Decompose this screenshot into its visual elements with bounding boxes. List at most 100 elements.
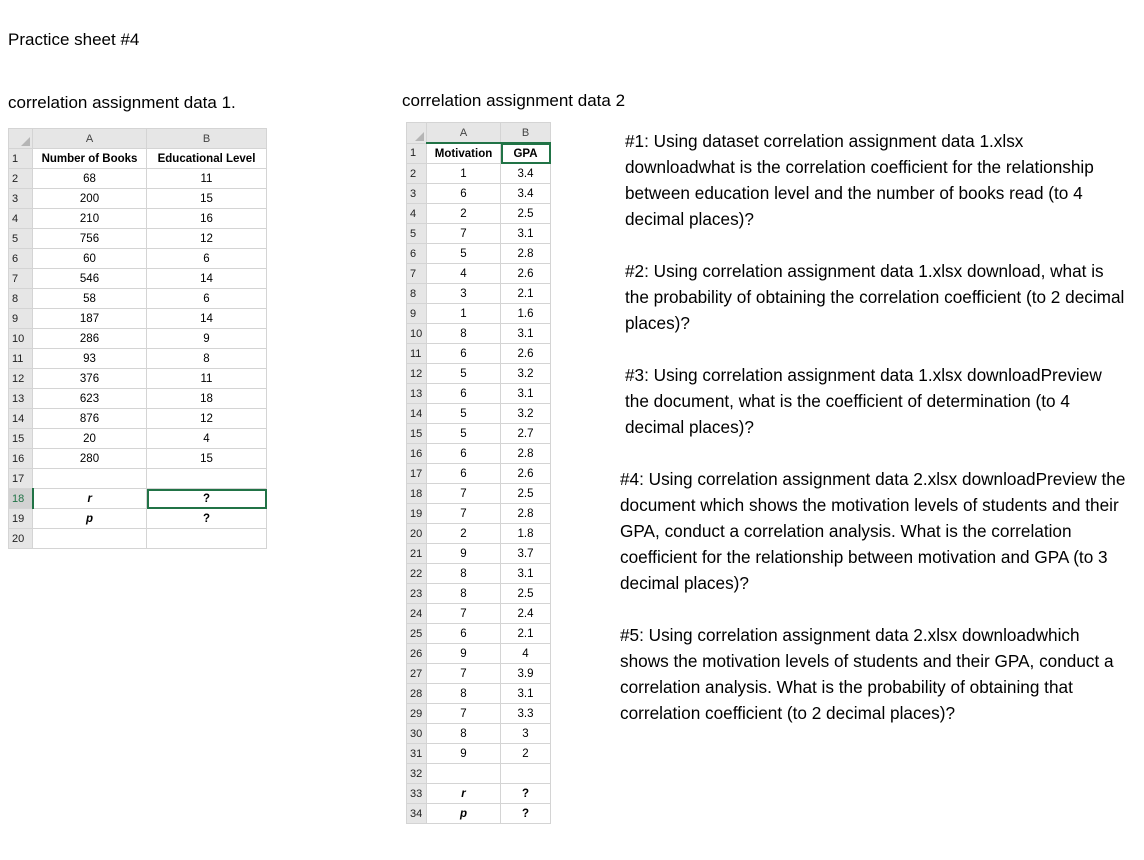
column-header-a[interactable]: A (32, 128, 147, 149)
cell-a[interactable]: 546 (32, 268, 147, 289)
cell-b[interactable]: 3.2 (500, 363, 551, 384)
column-header-b[interactable]: B (146, 128, 267, 149)
cell-b[interactable]: 2.6 (500, 463, 551, 484)
row-number[interactable]: 11 (8, 348, 33, 369)
cell-a[interactable]: 6 (426, 623, 501, 644)
cell-b[interactable]: 16 (146, 208, 267, 229)
cell-b[interactable]: 15 (146, 188, 267, 209)
row-number[interactable]: 15 (8, 428, 33, 449)
row-number[interactable]: 33 (406, 783, 427, 804)
cell-a[interactable]: 1 (426, 303, 501, 324)
cell-b[interactable]: 2.6 (500, 263, 551, 284)
cell-a[interactable]: 2 (426, 203, 501, 224)
cell-a[interactable]: 7 (426, 503, 501, 524)
cell-b[interactable]: 3.1 (500, 683, 551, 704)
row-number[interactable]: 1 (8, 148, 33, 169)
cell-a[interactable]: 187 (32, 308, 147, 329)
cell-b[interactable]: 3.1 (500, 563, 551, 584)
cell-a[interactable]: 93 (32, 348, 147, 369)
row-number[interactable]: 3 (8, 188, 33, 209)
cell-b[interactable]: 9 (146, 328, 267, 349)
row-number[interactable]: 14 (406, 403, 427, 424)
cell-b[interactable]: 1.6 (500, 303, 551, 324)
cell-a[interactable]: 8 (426, 323, 501, 344)
cell-b[interactable]: 11 (146, 368, 267, 389)
row-number[interactable]: 7 (406, 263, 427, 284)
row-number[interactable]: 10 (8, 328, 33, 349)
cell-a[interactable]: 7 (426, 223, 501, 244)
row-number[interactable]: 23 (406, 583, 427, 604)
cell-b[interactable]: 2.8 (500, 243, 551, 264)
row-number[interactable]: 19 (406, 503, 427, 524)
row-number[interactable]: 2 (8, 168, 33, 189)
stat-value-r[interactable]: ? (146, 488, 267, 509)
cell-b[interactable] (146, 528, 267, 549)
cell-a[interactable]: 7 (426, 703, 501, 724)
row-number[interactable]: 20 (8, 528, 33, 549)
cell-b[interactable]: 3 (500, 723, 551, 744)
row-number[interactable]: 11 (406, 343, 427, 364)
cell-a[interactable]: 6 (426, 343, 501, 364)
cell-b[interactable]: 2 (500, 743, 551, 764)
row-number[interactable]: 26 (406, 643, 427, 664)
cell-a[interactable]: 8 (426, 723, 501, 744)
cell-a[interactable]: 623 (32, 388, 147, 409)
stat-value-r[interactable]: ? (500, 783, 551, 804)
cell-a[interactable]: 9 (426, 643, 501, 664)
cell-b[interactable]: 3.4 (500, 183, 551, 204)
row-number[interactable]: 12 (406, 363, 427, 384)
row-number[interactable]: 4 (406, 203, 427, 224)
stat-label-p[interactable]: p (426, 803, 501, 824)
cell-b[interactable]: 14 (146, 268, 267, 289)
cell-a[interactable]: 68 (32, 168, 147, 189)
select-all-corner[interactable] (8, 128, 33, 149)
cell-a[interactable]: 9 (426, 743, 501, 764)
cell-b[interactable]: 12 (146, 228, 267, 249)
row-number[interactable]: 12 (8, 368, 33, 389)
cell-b[interactable] (500, 763, 551, 784)
cell-a[interactable]: 756 (32, 228, 147, 249)
cell-a[interactable] (32, 468, 147, 489)
row-number[interactable]: 25 (406, 623, 427, 644)
cell-b[interactable]: 4 (146, 428, 267, 449)
cell-a[interactable]: 876 (32, 408, 147, 429)
cell-a[interactable]: 60 (32, 248, 147, 269)
cell-a[interactable]: 7 (426, 663, 501, 684)
cell-a[interactable]: 286 (32, 328, 147, 349)
row-number[interactable]: 15 (406, 423, 427, 444)
column-label-a[interactable]: Motivation (426, 142, 501, 164)
cell-a[interactable]: 5 (426, 243, 501, 264)
row-number[interactable]: 8 (8, 288, 33, 309)
column-header-a[interactable]: A (426, 122, 501, 144)
column-header-b[interactable]: B (500, 122, 551, 144)
cell-b[interactable]: 2.8 (500, 443, 551, 464)
cell-b[interactable]: 2.7 (500, 423, 551, 444)
stat-label-r[interactable]: r (32, 488, 147, 509)
cell-b[interactable]: 15 (146, 448, 267, 469)
row-number[interactable]: 30 (406, 723, 427, 744)
cell-b[interactable]: 2.5 (500, 203, 551, 224)
row-number[interactable]: 3 (406, 183, 427, 204)
stat-label-r[interactable]: r (426, 783, 501, 804)
cell-b[interactable]: 11 (146, 168, 267, 189)
cell-b[interactable]: 6 (146, 248, 267, 269)
row-number[interactable]: 16 (8, 448, 33, 469)
cell-a[interactable]: 3 (426, 283, 501, 304)
row-number[interactable]: 34 (406, 803, 427, 824)
cell-b[interactable]: 3.1 (500, 383, 551, 404)
cell-a[interactable] (32, 528, 147, 549)
row-number[interactable]: 17 (8, 468, 33, 489)
cell-b[interactable]: 2.1 (500, 283, 551, 304)
cell-b[interactable]: 3.4 (500, 163, 551, 184)
row-number[interactable]: 14 (8, 408, 33, 429)
cell-a[interactable]: 210 (32, 208, 147, 229)
row-number[interactable]: 20 (406, 523, 427, 544)
cell-b[interactable]: 6 (146, 288, 267, 309)
cell-a[interactable]: 5 (426, 403, 501, 424)
cell-a[interactable]: 1 (426, 163, 501, 184)
row-number[interactable]: 10 (406, 323, 427, 344)
row-number[interactable]: 5 (406, 223, 427, 244)
cell-b[interactable]: 2.8 (500, 503, 551, 524)
cell-a[interactable]: 58 (32, 288, 147, 309)
cell-a[interactable]: 8 (426, 683, 501, 704)
